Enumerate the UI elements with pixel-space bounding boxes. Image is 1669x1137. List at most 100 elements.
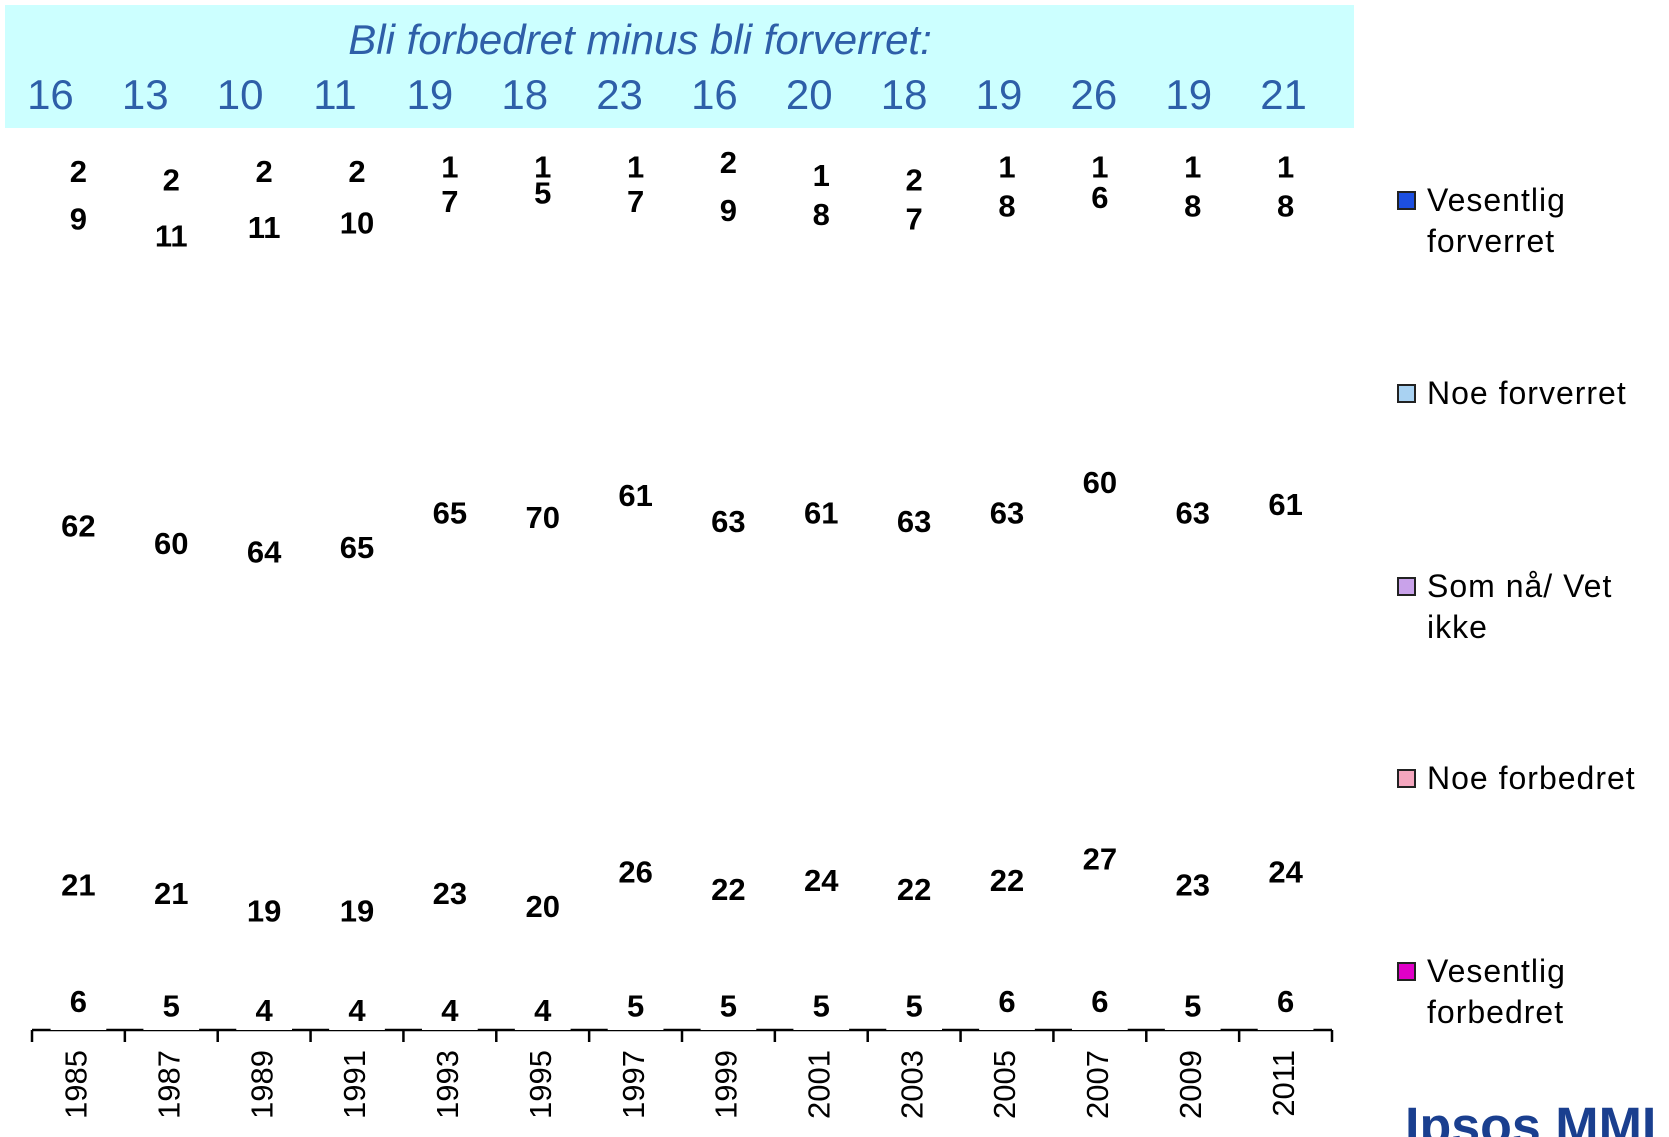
bar-segment — [329, 182, 385, 269]
banner-value: 19 — [1165, 71, 1212, 118]
x-tick-label: 2009 — [1173, 1050, 1208, 1119]
data-label: 2 — [348, 154, 365, 189]
data-label: 8 — [813, 197, 830, 232]
bar-segment — [329, 995, 385, 1030]
bar-segment — [1257, 165, 1314, 174]
x-tick-label: 1999 — [709, 1050, 744, 1119]
data-label: 61 — [618, 478, 652, 513]
data-label: 2 — [906, 162, 923, 197]
bar-segment — [700, 986, 757, 1030]
bar-segment — [979, 242, 1035, 788]
logo: Ipsos MMI — [1405, 1098, 1656, 1137]
data-label: 9 — [720, 193, 737, 228]
legend-item: Noe forverret — [1397, 373, 1667, 414]
bar-segment — [607, 173, 664, 235]
bar-segment — [50, 260, 107, 797]
banner-value: 23 — [596, 71, 643, 118]
data-label: 24 — [804, 863, 839, 898]
legend-item: Som nå/ Vet ikke — [1397, 566, 1667, 648]
legend-swatch — [1397, 962, 1416, 981]
bar-segment — [514, 216, 571, 823]
data-label: 1 — [998, 150, 1015, 185]
banner-value: 19 — [976, 71, 1023, 118]
bar-segment — [1164, 787, 1221, 987]
data-label: 26 — [618, 854, 652, 889]
data-label: 7 — [906, 201, 923, 236]
bar-segment — [700, 251, 757, 797]
bar-segment — [329, 165, 385, 183]
data-label: 5 — [163, 989, 180, 1024]
data-label: 1 — [1091, 150, 1108, 185]
x-tick-label: 2003 — [894, 1050, 929, 1119]
bar-segment — [236, 182, 292, 278]
data-label: 5 — [1184, 989, 1201, 1024]
data-label: 64 — [247, 534, 282, 569]
bar-segment — [1164, 173, 1221, 243]
data-label: 2 — [256, 154, 273, 189]
data-label: 60 — [154, 526, 188, 561]
banner-value: 18 — [881, 71, 928, 118]
banner-value: 26 — [1070, 71, 1117, 118]
bar-segment — [979, 787, 1035, 979]
bar-segment — [700, 173, 757, 252]
bar-segment — [793, 251, 850, 780]
data-label: 63 — [1175, 496, 1209, 531]
bar-segment — [143, 173, 200, 191]
data-label: 5 — [720, 989, 737, 1024]
bar-segment — [886, 173, 942, 191]
bar-segment — [50, 182, 107, 261]
data-label: 63 — [711, 504, 745, 539]
bar-segment — [607, 165, 664, 174]
data-label: 1 — [441, 150, 458, 185]
data-label: 1 — [1184, 150, 1201, 185]
banner-value: 16 — [27, 71, 74, 118]
bar-segment — [979, 165, 1035, 174]
data-label: 8 — [1184, 188, 1201, 223]
banner-value: 21 — [1260, 71, 1307, 118]
legend-item: Vesentlig forbedret — [1397, 951, 1667, 1033]
data-label: 5 — [906, 989, 923, 1024]
bar-segment — [236, 277, 292, 832]
x-tick-label: 1995 — [523, 1050, 558, 1119]
banner-value: 11 — [313, 71, 357, 118]
legend-item: Noe forbedret — [1397, 758, 1667, 799]
data-label: 19 — [340, 893, 374, 928]
bar-segment — [50, 796, 107, 979]
banner-value: 10 — [217, 71, 264, 118]
bar-segment — [143, 286, 200, 806]
x-tick-label: 1991 — [337, 1050, 372, 1119]
data-label: 23 — [433, 876, 467, 911]
bar-segment — [607, 761, 664, 987]
data-label: 7 — [441, 184, 458, 219]
data-label: 21 — [61, 867, 95, 902]
data-label: 24 — [1268, 854, 1303, 889]
data-label: 8 — [998, 188, 1015, 223]
x-tick-label: 2011 — [1266, 1050, 1301, 1117]
data-label: 4 — [534, 993, 552, 1028]
bar-segment — [236, 995, 292, 1030]
bar-segment — [514, 995, 571, 1030]
data-label: 1 — [627, 150, 644, 185]
data-label: 1 — [1277, 150, 1294, 185]
data-label: 6 — [1091, 180, 1108, 215]
bar-segment — [700, 796, 757, 987]
data-label: 62 — [61, 508, 95, 543]
data-label: 4 — [256, 993, 274, 1028]
bar-segment — [1164, 986, 1221, 1030]
bar-segment — [793, 173, 850, 183]
banner — [5, 5, 1354, 128]
banner-value: 16 — [691, 71, 738, 118]
data-label: 20 — [525, 889, 559, 924]
data-label: 5 — [627, 989, 644, 1024]
x-tick-label: 2005 — [987, 1050, 1022, 1119]
bar-segment — [514, 173, 571, 217]
data-label: 23 — [1175, 867, 1209, 902]
banner-title: Bli forbedret minus bli forverret: — [348, 16, 932, 63]
x-tick-label: 1985 — [59, 1050, 94, 1119]
data-label: 5 — [813, 989, 830, 1024]
data-label: 2 — [70, 154, 87, 189]
data-label: 6 — [1091, 984, 1108, 1019]
legend-label: Vesentlig forbedret — [1427, 953, 1566, 1030]
